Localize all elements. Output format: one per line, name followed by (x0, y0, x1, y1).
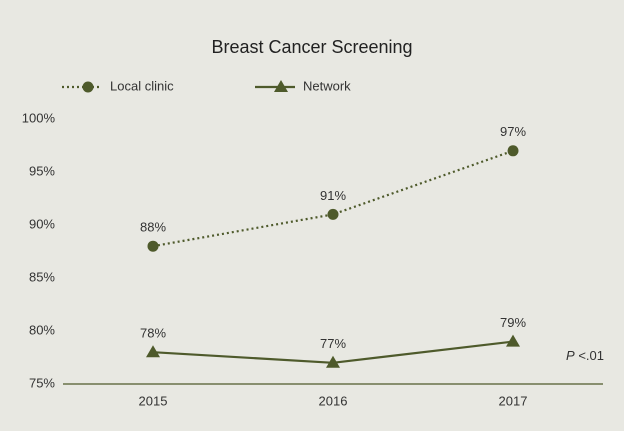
x-tick-label: 2015 (139, 393, 168, 408)
annotation-italic: P (566, 348, 575, 363)
annotation: P <.01 (566, 348, 604, 363)
point (326, 355, 340, 368)
data-label: 77% (320, 336, 346, 351)
point (274, 80, 288, 92)
data-label: 91% (320, 188, 346, 203)
data-label: 79% (500, 315, 526, 330)
point (147, 240, 159, 252)
y-tick-label: 95% (29, 163, 55, 178)
point (506, 334, 520, 347)
data-label: 97% (500, 124, 526, 139)
y-tick-label: 85% (29, 269, 55, 284)
data-label: 78% (140, 326, 166, 341)
legend-label: Local clinic (110, 78, 174, 93)
data-label: 88% (140, 220, 166, 235)
y-tick-label: 75% (29, 375, 55, 390)
chart-title: Breast Cancer Screening (211, 37, 412, 57)
x-tick-label: 2016 (319, 393, 348, 408)
y-tick-label: 100% (22, 110, 56, 125)
annotation-text: <.01 (575, 348, 604, 363)
x-tick-label: 2017 (499, 393, 528, 408)
legend-label: Network (303, 78, 351, 93)
point (146, 345, 160, 358)
point (82, 81, 94, 93)
point (507, 145, 519, 157)
point (327, 208, 339, 220)
series-line (152, 149, 514, 248)
y-tick-label: 90% (29, 216, 55, 231)
y-tick-label: 80% (29, 322, 55, 337)
